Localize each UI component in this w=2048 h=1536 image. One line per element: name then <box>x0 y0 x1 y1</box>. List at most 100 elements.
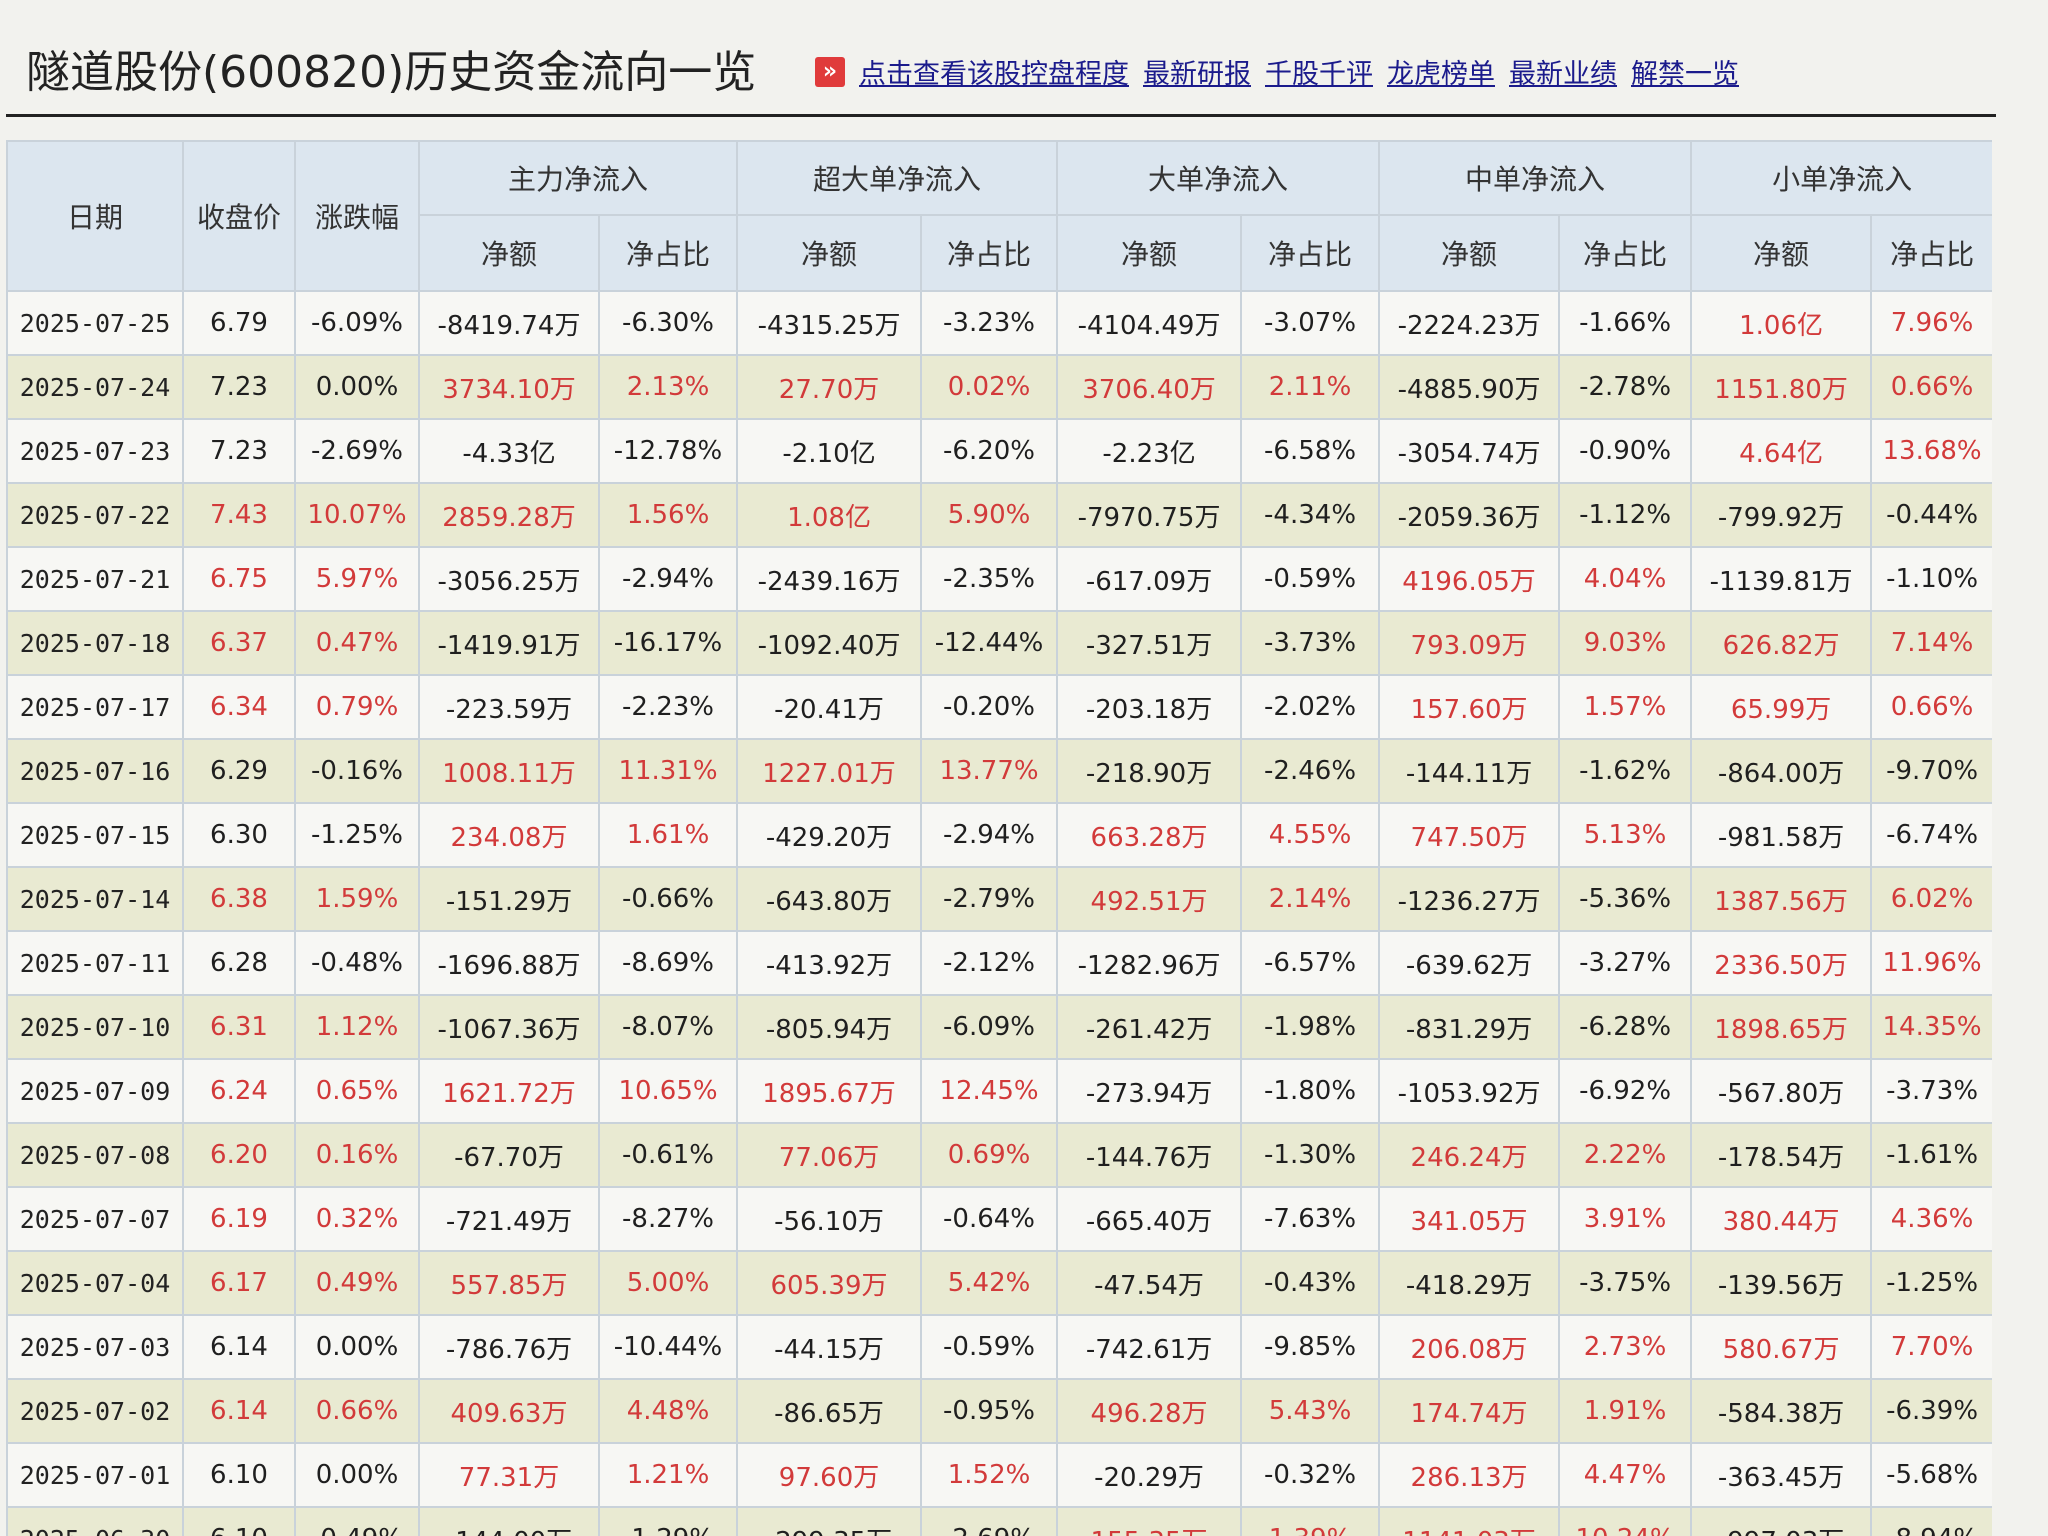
cell-main-ratio: -8.69% <box>597 930 739 996</box>
cell-large-ratio: -1.30% <box>1240 1122 1381 1188</box>
cell-xl-ratio: -2.35% <box>920 546 1059 612</box>
cell-date[interactable]: 2025-07-15 <box>6 802 184 868</box>
subheader-main-amount[interactable]: 净额 <box>418 214 600 292</box>
cell-date[interactable]: 2025-07-08 <box>6 1122 184 1188</box>
table-row[interactable]: 2025-07-11 6.28 -0.48% -1696.88万 -8.69% -413.… <box>6 930 1992 996</box>
cell-xl-ratio: -12.44% <box>920 610 1059 676</box>
table-row[interactable]: 2025-07-22 7.43 10.07% 2859.28万 1.56% 1.08亿 5.… <box>6 482 1992 548</box>
cell-change-pct: 0.32% <box>294 1186 420 1252</box>
cell-date[interactable]: 2025-07-21 <box>6 546 184 612</box>
cell-date[interactable]: 2025-07-07 <box>6 1186 184 1252</box>
table-row[interactable]: 2025-07-01 6.10 0.00% 77.31万 1.21% 97.60万 1.52… <box>6 1442 1992 1508</box>
table-row[interactable]: 2025-07-10 6.31 1.12% -1067.36万 -8.07% -805.9… <box>6 994 1992 1060</box>
cell-change-pct: 10.07% <box>294 482 420 548</box>
subheader-large-ratio[interactable]: 净占比 <box>1240 214 1381 292</box>
subheader-medium-ratio[interactable]: 净占比 <box>1558 214 1693 292</box>
link-stock-reviews[interactable]: 千股千评 <box>1265 59 1373 90</box>
cell-date[interactable]: 2025-07-10 <box>6 994 184 1060</box>
cell-medium-ratio: 3.91% <box>1558 1186 1693 1252</box>
cell-main-amount: -151.29万 <box>418 866 600 932</box>
cell-small-amount: -567.80万 <box>1690 1058 1873 1124</box>
cell-date[interactable]: 2025-07-11 <box>6 930 184 996</box>
cell-main-amount: -223.59万 <box>418 674 600 740</box>
cell-date[interactable]: 2025-07-24 <box>6 354 184 420</box>
subheader-small-amount[interactable]: 净额 <box>1690 214 1873 292</box>
cell-date[interactable]: 2025-07-17 <box>6 674 184 740</box>
cell-small-amount: -1139.81万 <box>1690 546 1873 612</box>
table-row[interactable]: 2025-07-16 6.29 -0.16% 1008.11万 11.31% 1227.0… <box>6 738 1992 804</box>
cell-date[interactable]: 2025-07-16 <box>6 738 184 804</box>
table-row[interactable]: 2025-06-306.10-0.49%-144.00万-1.29%-299.3… <box>6 1506 1992 1536</box>
subheader-small-ratio[interactable]: 净占比 <box>1870 214 1992 292</box>
table-row[interactable]: 2025-07-08 6.20 0.16% -67.70万 -0.61% 77.06万 0.… <box>6 1122 1992 1188</box>
cell-xl-amount: -2439.16万 <box>736 546 923 612</box>
cell-xl-amount: -1092.40万 <box>736 610 923 676</box>
cell-large-ratio: -6.57% <box>1240 930 1381 996</box>
table-row[interactable]: 2025-07-14 6.38 1.59% -151.29万 -0.66% -643.80… <box>6 866 1992 932</box>
fund-flow-table-container: 日期 收盘价 涨跌幅 主力净流入 超大单净流入 大单净流入 中单净流入 小单净流… <box>6 140 1992 1536</box>
table-row[interactable]: 2025-07-15 6.30 -1.25% 234.08万 1.61% -429.20万… <box>6 802 1992 868</box>
cell-date[interactable]: 2025-07-04 <box>6 1250 184 1316</box>
link-latest-earnings[interactable]: 最新业绩 <box>1509 59 1617 90</box>
link-latest-research[interactable]: 最新研报 <box>1143 59 1251 90</box>
header-close-price[interactable]: 收盘价 <box>182 140 296 292</box>
cell-xl-amount: -20.41万 <box>736 674 923 740</box>
cell-medium-ratio: 1.91% <box>1558 1378 1693 1444</box>
cell-medium-amount: -2224.23万 <box>1378 290 1561 356</box>
cell-small-amount: -981.58万 <box>1690 802 1873 868</box>
subheader-main-ratio[interactable]: 净占比 <box>597 214 739 292</box>
cell-large-amount: 492.51万 <box>1056 866 1243 932</box>
cell-change-pct: -0.48% <box>294 930 420 996</box>
table-row[interactable]: 2025-07-09 6.24 0.65% 1621.72万 10.65% 1895.67… <box>6 1058 1992 1124</box>
cell-small-ratio: 6.02% <box>1870 866 1992 932</box>
cell-large-ratio: 1.39% <box>1240 1506 1381 1536</box>
cell-main-ratio: 10.65% <box>597 1058 739 1124</box>
cell-date[interactable]: 2025-07-03 <box>6 1314 184 1380</box>
cell-large-amount: 663.28万 <box>1056 802 1243 868</box>
cell-date[interactable]: 2025-07-14 <box>6 866 184 932</box>
cell-medium-ratio: -1.66% <box>1558 290 1693 356</box>
table-row[interactable]: 2025-07-07 6.19 0.32% -721.49万 -8.27% -56.10万… <box>6 1186 1992 1252</box>
cell-small-ratio: 13.68% <box>1870 418 1992 484</box>
table-row[interactable]: 2025-07-25 6.79 -6.09% -8419.74万 -6.30% -4315… <box>6 290 1992 356</box>
header-date[interactable]: 日期 <box>6 140 184 292</box>
cell-date[interactable]: 2025-07-01 <box>6 1442 184 1508</box>
table-row[interactable]: 2025-07-21 6.75 5.97% -3056.25万 -2.94% -2439.… <box>6 546 1992 612</box>
table-row[interactable]: 2025-07-04 6.17 0.49% 557.85万 5.00% 605.39万 5.… <box>6 1250 1992 1316</box>
subheader-xl-amount[interactable]: 净额 <box>736 214 923 292</box>
cell-medium-amount: 246.24万 <box>1378 1122 1561 1188</box>
table-row[interactable]: 2025-07-23 7.23 -2.69% -4.33亿 -12.78% -2.10亿 -… <box>6 418 1992 484</box>
cell-date[interactable]: 2025-07-09 <box>6 1058 184 1124</box>
cell-date[interactable]: 2025-07-02 <box>6 1378 184 1444</box>
link-unlock-list[interactable]: 解禁一览 <box>1631 59 1739 90</box>
cell-medium-amount: 341.05万 <box>1378 1186 1561 1252</box>
cell-large-amount: -20.29万 <box>1056 1442 1243 1508</box>
cell-xl-ratio: -2.79% <box>920 866 1059 932</box>
cell-date[interactable]: 2025-06-30 <box>6 1506 184 1536</box>
table-row[interactable]: 2025-07-02 6.14 0.66% 409.63万 4.48% -86.65万 -0… <box>6 1378 1992 1444</box>
header-change-pct[interactable]: 涨跌幅 <box>294 140 420 292</box>
cell-change-pct: 0.65% <box>294 1058 420 1124</box>
cell-change-pct: 0.00% <box>294 1314 420 1380</box>
cell-date[interactable]: 2025-07-23 <box>6 418 184 484</box>
cell-date[interactable]: 2025-07-22 <box>6 482 184 548</box>
cell-main-ratio: -8.27% <box>597 1186 739 1252</box>
cell-date[interactable]: 2025-07-18 <box>6 610 184 676</box>
table-row[interactable]: 2025-07-03 6.14 0.00% -786.76万 -10.44% -44.15… <box>6 1314 1992 1380</box>
page-title: 隧道股份(600820)历史资金流向一览 <box>26 47 757 98</box>
subheader-large-amount[interactable]: 净额 <box>1056 214 1243 292</box>
table-row[interactable]: 2025-07-18 6.37 0.47% -1419.91万 -16.17% -1092… <box>6 610 1992 676</box>
subheader-xl-ratio[interactable]: 净占比 <box>920 214 1059 292</box>
cell-xl-ratio: -3.23% <box>920 290 1059 356</box>
table-row[interactable]: 2025-07-17 6.34 0.79% -223.59万 -2.23% -20.41万… <box>6 674 1992 740</box>
cell-date[interactable]: 2025-07-25 <box>6 290 184 356</box>
subheader-medium-amount[interactable]: 净额 <box>1378 214 1561 292</box>
header-main-inflow: 主力净流入 <box>417 140 739 216</box>
cell-xl-amount: -56.10万 <box>736 1186 923 1252</box>
double-arrow-icon: » <box>815 56 845 87</box>
link-dragon-tiger-list[interactable]: 龙虎榜单 <box>1387 59 1495 90</box>
table-row[interactable]: 2025-07-24 7.23 0.00% 3734.10万 2.13% 27.70万 0.… <box>6 354 1992 420</box>
cell-large-amount: 496.28万 <box>1056 1378 1243 1444</box>
cell-main-ratio: -0.61% <box>597 1122 739 1188</box>
link-control-degree[interactable]: 点击查看该股控盘程度 <box>859 59 1129 90</box>
